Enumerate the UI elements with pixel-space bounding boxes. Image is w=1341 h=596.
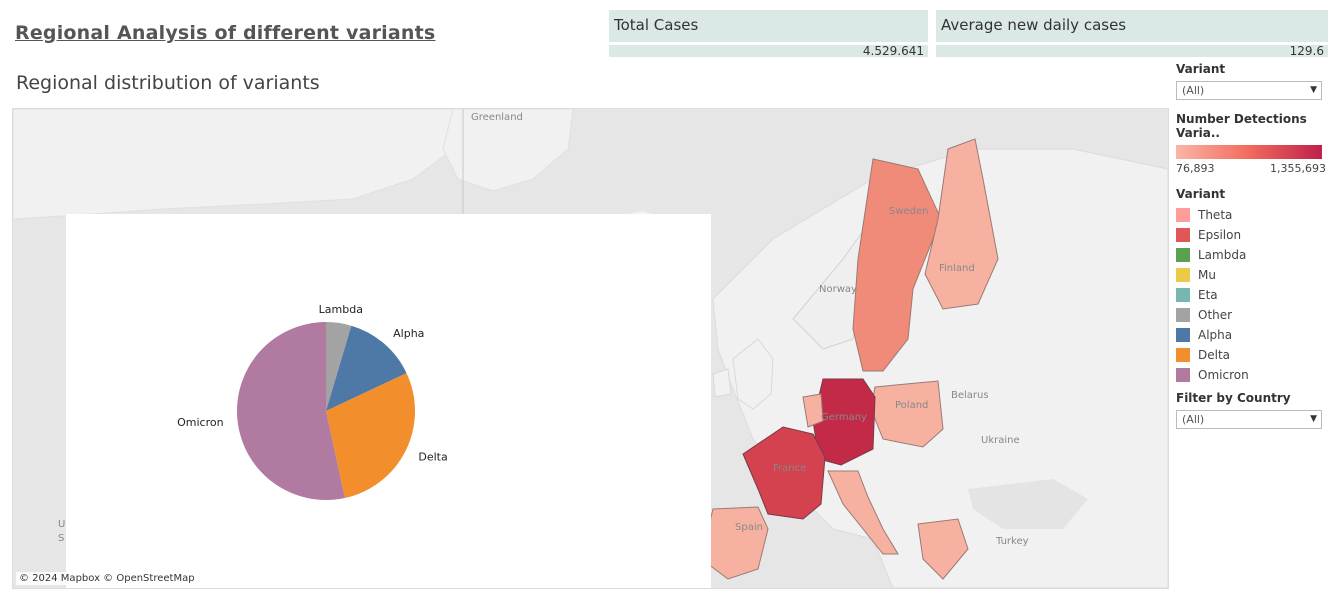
- ukraine-label: Ukraine: [981, 435, 1020, 446]
- color-gradient-labels: 76,893 1,355,693: [1176, 162, 1326, 175]
- legend-swatch: [1176, 308, 1190, 322]
- kpi-average-daily: Average new daily cases 129.6: [936, 10, 1328, 58]
- legend-swatch: [1176, 228, 1190, 242]
- finland-label: Finland: [939, 263, 975, 274]
- variant-filter-dropdown[interactable]: (All) ▼: [1176, 81, 1322, 100]
- pie-label-lambda: Lambda: [319, 303, 363, 316]
- region-map[interactable]: Greenland Norway Sweden Finland Belarus …: [12, 108, 1169, 589]
- legend-swatch: [1176, 208, 1190, 222]
- color-min-label: 76,893: [1176, 162, 1215, 175]
- legend-item-omicron[interactable]: Omicron: [1176, 365, 1326, 385]
- legend-item-eta[interactable]: Eta: [1176, 285, 1326, 305]
- greenland-label: Greenland: [471, 112, 523, 123]
- legend-item-delta[interactable]: Delta: [1176, 345, 1326, 365]
- spain-label: Spain: [735, 522, 763, 533]
- turkey-label: Turkey: [996, 536, 1029, 547]
- norway-label: Norway: [819, 284, 857, 295]
- color-gradient-bar: [1176, 145, 1322, 159]
- legend-swatch: [1176, 328, 1190, 342]
- variant-filter-label: Variant: [1176, 62, 1226, 76]
- sweden-region: [852, 158, 942, 372]
- legend-item-epsilon[interactable]: Epsilon: [1176, 225, 1326, 245]
- poland-label: Poland: [895, 400, 929, 411]
- kpi-total-cases-label: Total Cases: [609, 10, 928, 42]
- map-fragment-label-2: S: [58, 533, 65, 544]
- legend-item-other[interactable]: Other: [1176, 305, 1326, 325]
- pie-label-omicron: Omicron: [177, 416, 223, 429]
- map-title: Regional distribution of variants: [16, 72, 320, 94]
- kpi-average-daily-value: 129.6: [936, 45, 1328, 57]
- legend-label: Delta: [1198, 348, 1231, 362]
- country-filter-dropdown[interactable]: (All) ▼: [1176, 410, 1322, 429]
- legend-swatch: [1176, 248, 1190, 262]
- legend-label: Theta: [1198, 208, 1233, 222]
- legend-swatch: [1176, 368, 1190, 382]
- chevron-down-icon: ▼: [1310, 85, 1317, 95]
- france-label: France: [773, 463, 807, 474]
- kpi-total-cases-value: 4.529.641: [609, 45, 928, 57]
- variant-legend: Theta Epsilon Lambda Mu Eta Other Alpha Delta Om…: [1176, 205, 1326, 385]
- map-fragment-label: U: [58, 519, 66, 530]
- variant-pie-chart[interactable]: Lambda Alpha Delta Omicron: [66, 214, 711, 588]
- germany-label: Germany: [821, 412, 867, 423]
- finland-region: [924, 138, 999, 310]
- legend-item-lambda[interactable]: Lambda: [1176, 245, 1326, 265]
- pie-label-alpha: Alpha: [393, 327, 424, 340]
- legend-label: Mu: [1198, 268, 1216, 282]
- pie-slice-lambda[interactable]: [326, 322, 352, 411]
- country-filter-value: (All): [1182, 413, 1205, 426]
- variant-filter-value: (All): [1182, 84, 1205, 97]
- legend-swatch: [1176, 268, 1190, 282]
- color-legend-label: Number Detections Varia..: [1176, 112, 1307, 140]
- poland-region: [870, 380, 944, 448]
- legend-label: Omicron: [1198, 368, 1249, 382]
- pie-slice-omicron[interactable]: [236, 322, 345, 500]
- sidebar: Variant (All) ▼ Number Detections Varia.…: [1176, 62, 1326, 429]
- pie-chart-panel: Lambda Alpha Delta Omicron: [66, 214, 711, 588]
- legend-label: Eta: [1198, 288, 1218, 302]
- legend-swatch: [1176, 348, 1190, 362]
- pie-label-delta: Delta: [418, 451, 447, 464]
- country-filter-label: Filter by Country: [1176, 391, 1291, 405]
- map-attribution[interactable]: © 2024 Mapbox © OpenStreetMap: [16, 572, 198, 585]
- france-region: [742, 426, 826, 520]
- variant-legend-label: Variant: [1176, 187, 1226, 201]
- legend-label: Other: [1198, 308, 1233, 322]
- kpi-average-daily-label: Average new daily cases: [936, 10, 1328, 42]
- legend-label: Lambda: [1198, 248, 1247, 262]
- legend-item-mu[interactable]: Mu: [1176, 265, 1326, 285]
- germany-region: [812, 378, 876, 466]
- legend-item-theta[interactable]: Theta: [1176, 205, 1326, 225]
- pie-slice-delta[interactable]: [326, 373, 416, 498]
- belarus-label: Belarus: [951, 390, 989, 401]
- legend-item-alpha[interactable]: Alpha: [1176, 325, 1326, 345]
- chevron-down-icon: ▼: [1310, 414, 1317, 424]
- dashboard-title: Regional Analysis of different variants: [15, 22, 436, 44]
- kpi-total-cases: Total Cases 4.529.641: [609, 10, 928, 58]
- sweden-label: Sweden: [889, 206, 929, 217]
- pie-slice-alpha[interactable]: [326, 325, 407, 411]
- color-max-label: 1,355,693: [1270, 162, 1326, 175]
- legend-label: Alpha: [1198, 328, 1233, 342]
- legend-label: Epsilon: [1198, 228, 1242, 242]
- legend-swatch: [1176, 288, 1190, 302]
